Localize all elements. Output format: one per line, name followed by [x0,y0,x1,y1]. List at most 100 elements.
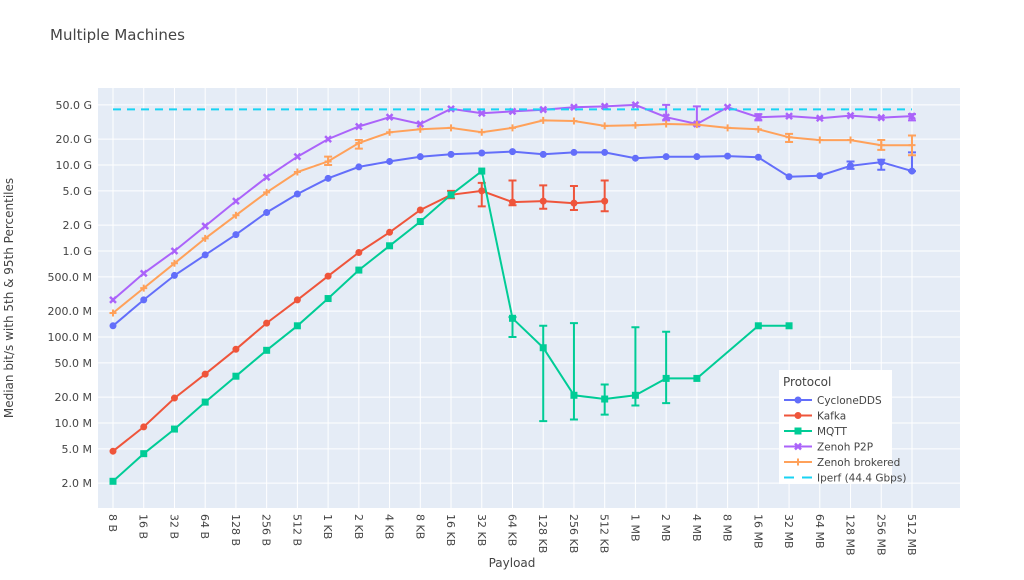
data-point [478,149,486,157]
data-point [109,447,117,455]
legend-title: Protocol [783,375,831,389]
error-bar [662,330,671,405]
legend-item[interactable]: Zenoh P2P [784,442,873,454]
data-point [570,391,578,399]
data-point [386,228,394,236]
x-tick-label: 1 KB [321,514,334,539]
legend-label: MQTT [817,426,848,438]
chart-title: Multiple Machines [50,26,185,44]
data-point [170,425,178,433]
data-point [693,374,701,382]
x-tick-label: 64 MB [813,514,826,549]
x-tick-label: 32 MB [782,514,795,549]
legend-label: Zenoh P2P [817,442,873,454]
data-point [170,247,179,255]
data-point [262,173,271,182]
data-point [508,124,516,132]
data-point [232,231,240,239]
data-point [109,309,117,317]
data-point [662,113,671,122]
data-point [601,122,609,130]
data-point [724,152,732,160]
x-tick-label: 32 KB [475,514,488,546]
data-point [601,148,609,156]
data-point [293,322,301,330]
data-point [794,458,802,466]
error-bar [539,324,548,423]
data-point [794,412,802,419]
data-point [816,172,824,180]
data-point [416,206,424,214]
y-tick-label: 5.0 G [62,185,92,198]
data-point [539,197,547,205]
data-point [263,209,271,217]
legend-label: Kafka [817,411,846,423]
x-tick-label: 8 KB [413,514,426,539]
x-tick-label: 128 MB [844,514,857,556]
x-tick-label: 16 KB [444,514,457,546]
y-tick-label: 10.0 G [55,159,92,172]
data-point [631,154,639,162]
data-point [447,191,455,199]
data-point [539,105,548,114]
x-axis-label: Payload [489,556,536,570]
data-point [478,187,486,195]
legend[interactable]: Protocol CycloneDDS Kafka MQTT Zenoh P2P Zen… [779,370,906,485]
data-point [508,198,516,206]
data-point [416,125,424,133]
legend-item[interactable]: Zenoh brokered [784,457,900,469]
x-tick-label: 512 KB [598,514,611,553]
data-point [847,136,855,144]
x-tick-label: 16 B [137,514,150,539]
data-point [908,141,916,149]
data-point [662,153,670,161]
data-point [232,372,240,380]
data-point [785,112,793,121]
data-point [201,370,209,378]
x-tick-label: 256 KB [567,514,580,553]
data-point [354,122,363,131]
data-point [570,148,578,156]
x-tick-label: 32 B [167,514,180,539]
data-point [631,391,639,399]
y-tick-label: 20.0 M [55,391,92,404]
y-tick-label: 5.0 M [62,443,92,456]
y-tick-label: 200.0 M [48,305,92,318]
data-point [785,133,793,141]
data-point [631,101,640,109]
data-point [293,296,301,304]
legend-item[interactable]: Kafka [784,411,846,423]
y-axis-label: Median bit/s with 5th & 95th Percentiles [2,178,16,418]
y-tick-label: 1.0 G [62,245,92,258]
data-point [477,109,486,118]
data-point [847,162,855,170]
y-tick-label: 10.0 M [55,417,92,430]
data-point [794,442,802,451]
x-tick-label: 16 MB [751,514,764,549]
legend-item[interactable]: CycloneDDS [784,395,882,407]
data-point [601,395,609,403]
legend-item[interactable]: MQTT [784,426,848,438]
data-point [386,242,394,250]
data-point [785,322,793,330]
legend-item[interactable]: Iperf (44.4 Gbps) [784,473,906,485]
data-point [693,121,701,129]
data-point [846,111,855,120]
data-point [201,234,209,242]
data-point [263,188,271,196]
data-point [539,344,547,352]
data-point [324,135,332,143]
x-tick-label: 512 MB [905,514,918,556]
data-point [908,112,916,121]
series-zenoh-brokered [109,116,916,317]
y-tick-label: 50.0 M [55,357,92,370]
data-point [447,124,455,132]
y-tick-label: 20.0 G [55,133,92,146]
data-point [201,251,209,259]
data-point [170,271,178,279]
data-point [263,319,271,327]
x-tick-label: 64 B [198,514,211,539]
data-point [416,218,424,226]
